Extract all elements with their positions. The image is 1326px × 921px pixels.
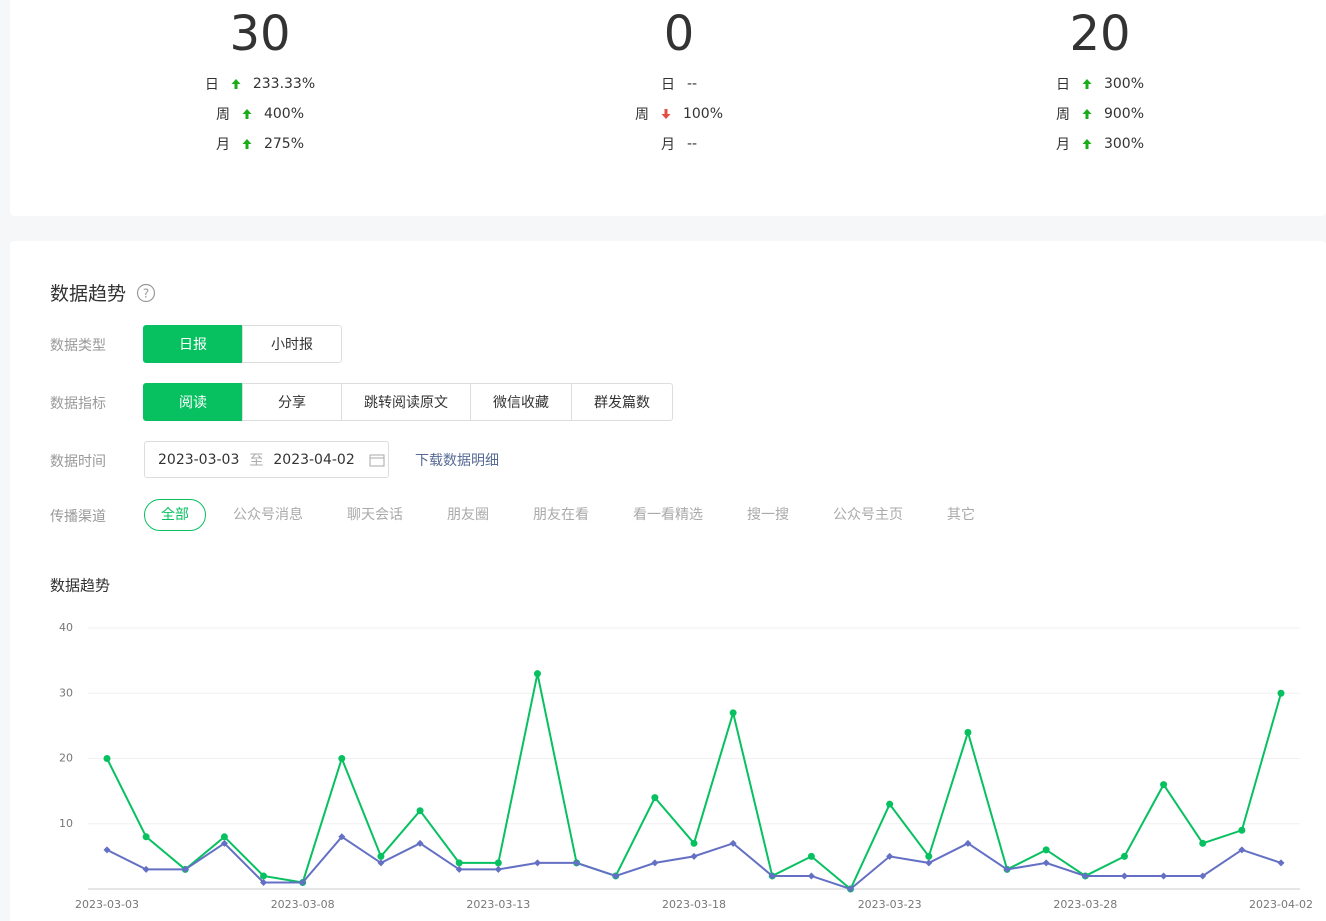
section-header: 数据趋势 ? [50,279,156,306]
option-button[interactable]: 跳转阅读原文 [341,383,471,421]
stat-rows: 日 300% 周 900% 月 300% [950,69,1250,159]
channel-option[interactable]: 朋友圈 [447,507,489,523]
date-end: 2023-04-02 [273,451,355,468]
stat-value: 30 [229,6,291,62]
stat-row: 月 300% [950,129,1250,159]
overview-card: 30 日 233.33% 周 400% 月 275% 0 日 -- 周 100% 月 -- 20 日 300% 周… [10,0,1326,216]
change-value: 275% [263,136,305,152]
stat-row: 日 300% [950,69,1250,99]
change-value: 100% [682,106,724,122]
period-label: 月 [1055,137,1070,153]
arrow-shape [242,139,252,149]
channel-option[interactable]: 看一看精选 [633,507,703,523]
filter-label: 数据类型 [50,338,106,354]
stat-row: 日 -- [529,69,829,99]
channel-options: 全部 公众号消息 聊天会话 朋友圈 朋友在看 看一看精选 搜一搜 公众号主页 其它 [144,499,992,531]
date-separator: 至 [249,452,264,469]
option-button[interactable]: 微信收藏 [470,383,572,421]
trend-arrow [242,109,252,119]
period-label: 月 [660,137,675,153]
channel-option[interactable]: 聊天会话 [347,507,403,523]
date-label: 数据时间 [50,454,106,470]
channel-label: 传播渠道 [50,509,106,525]
option-button[interactable]: 群发篇数 [571,383,673,421]
trend-arrow [231,79,241,89]
stat-block: 0 日 -- 周 100% 月 -- [529,0,829,159]
change-value: 400% [263,106,305,122]
svg-text:?: ? [143,286,149,300]
section-title: 数据趋势 [50,283,127,305]
change-value: 300% [1103,136,1145,152]
change-value: 300% [1103,76,1145,92]
trend-arrow [1082,139,1092,149]
trend-arrow [242,139,252,149]
download-link[interactable]: 下载数据明细 [415,453,499,469]
change-value: 900% [1103,106,1145,122]
button-group: 阅读 分享 跳转阅读原文 微信收藏 群发篇数 [143,383,673,421]
arrow-shape [661,109,671,119]
stat-rows: 日 233.33% 周 400% 月 275% [110,69,410,159]
stat-rows: 日 -- 周 100% 月 -- [529,69,829,159]
stat-block: 30 日 233.33% 周 400% 月 275% [110,0,410,159]
period-label: 周 [634,107,649,123]
trend-arrow [1082,109,1092,119]
button-group: 日报 小时报 [143,325,342,363]
filter-label: 数据指标 [50,396,106,412]
arrow-shape [1082,109,1092,119]
period-label: 月 [215,137,230,153]
change-value: 233.33% [252,76,316,92]
date-range[interactable]: 2023-03-03 至 2023-04-02 [144,441,389,478]
stat-value: 20 [1069,6,1131,62]
option-button[interactable]: 阅读 [143,383,243,421]
period-label: 周 [215,107,230,123]
change-value: -- [686,136,698,152]
arrow-shape [242,109,252,119]
calendar-icon [369,454,385,466]
channel-option[interactable]: 全部 [144,499,206,531]
channel-option[interactable]: 公众号消息 [233,507,303,523]
help-icon[interactable]: ? [136,283,156,303]
stat-row: 周 400% [110,99,410,129]
option-button[interactable]: 分享 [242,383,342,421]
stat-row: 周 900% [950,99,1250,129]
option-button[interactable]: 小时报 [242,325,342,363]
trend-card: 数据趋势 ? 数据类型 日报 小时报数据指标 阅读 分享 跳转阅读原文 微信收藏 群发篇数 数… [10,241,1326,921]
trend-arrow [661,109,671,119]
period-label: 周 [1055,107,1070,123]
arrow-shape [1082,139,1092,149]
channel-option[interactable]: 其它 [947,507,975,523]
stat-row: 月 275% [110,129,410,159]
trend-arrow [1082,79,1092,89]
channel-option[interactable]: 公众号主页 [833,507,903,523]
option-button[interactable]: 日报 [143,325,243,363]
arrow-shape [1082,79,1092,89]
period-label: 日 [204,77,219,93]
channel-option[interactable]: 朋友在看 [533,507,589,523]
stat-value: 0 [663,6,695,62]
period-label: 日 [1055,77,1070,93]
channel-option[interactable]: 搜一搜 [747,507,789,523]
arrow-shape [231,79,241,89]
change-value: -- [686,76,698,92]
date-start: 2023-03-03 [158,451,240,468]
stat-row: 日 233.33% [110,69,410,99]
stat-block: 20 日 300% 周 900% 月 300% [950,0,1250,159]
stat-row: 月 -- [529,129,829,159]
period-label: 日 [660,77,675,93]
stat-row: 周 100% [529,99,829,129]
